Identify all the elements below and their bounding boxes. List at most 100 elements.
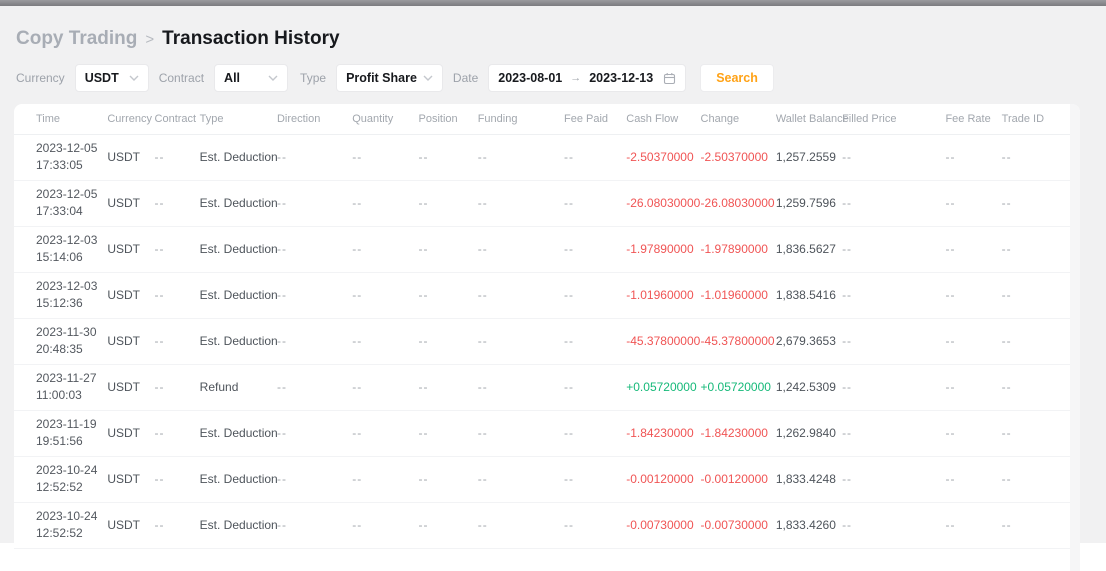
cell-time: 2023-10-24 12:52:52 [14, 456, 108, 503]
cell-funding: -- [477, 410, 565, 457]
cell-currency: USDT [107, 180, 155, 227]
chevron-down-icon [268, 75, 278, 81]
breadcrumb: Copy Trading > Transaction History [0, 6, 1106, 50]
contract-select[interactable]: All [214, 64, 289, 92]
column-header-trade-id: Trade ID [1001, 104, 1070, 135]
cell-change: +0.05720000 [700, 364, 776, 411]
cell-trade-id: -- [1001, 226, 1070, 273]
cell-position: -- [418, 410, 478, 457]
table-header-row: Time Currency Contract Type Direction Quantit… [14, 104, 1070, 135]
cell-time: 2023-12-03 15:14:06 [14, 226, 108, 273]
column-header-fee-rate: Fee Rate [945, 104, 1002, 135]
cell-funding: -- [477, 180, 565, 227]
cell-direction: -- [276, 364, 353, 411]
cell-fee-paid: -- [564, 456, 627, 503]
cell-fee-rate: -- [945, 410, 1002, 457]
cell-quantity: -- [352, 272, 419, 319]
cell-contract: -- [154, 502, 200, 549]
table-row: 2023-10-24 12:52:52 USDT -- Est. Deduction --… [14, 456, 1070, 503]
cell-change: -2.50370000 [700, 134, 776, 181]
date-filter-label: Date [452, 71, 479, 85]
cell-currency: USDT [107, 318, 155, 365]
cell-filled-price: -- [842, 134, 946, 181]
cell-time: 2023-12-05 17:33:05 [14, 134, 108, 181]
cell-quantity: -- [352, 134, 419, 181]
cell-type: Est. Deduction [199, 180, 278, 227]
vertical-scrollbar[interactable] [1070, 104, 1080, 571]
cell-currency: USDT [107, 226, 155, 273]
cell-trade-id: -- [1001, 502, 1070, 549]
cell-fee-paid: -- [564, 134, 627, 181]
search-button[interactable]: Search [700, 64, 774, 92]
cell-time: 2023-11-19 19:51:56 [14, 410, 108, 457]
cell-position: -- [418, 318, 478, 365]
type-select[interactable]: Profit Share [336, 64, 443, 92]
table-row: 2023-11-30 20:48:35 USDT -- Est. Deduction --… [14, 318, 1070, 365]
cell-direction: -- [276, 410, 353, 457]
cell-type: Est. Deduction [199, 502, 278, 549]
cell-wallet-balance: 1,833.4260 [775, 502, 843, 549]
cell-position: -- [418, 272, 478, 319]
cell-cash-flow: -1.97890000 [626, 226, 701, 273]
column-header-fee-paid: Fee Paid [564, 104, 627, 135]
cell-wallet-balance: 1,259.7596 [775, 180, 843, 227]
cell-filled-price: -- [842, 318, 946, 365]
cell-wallet-balance: 1,836.5627 [775, 226, 843, 273]
breadcrumb-separator-icon: > [145, 30, 155, 48]
cell-fee-rate: -- [945, 272, 1002, 319]
cell-wallet-balance: 1,242.5309 [775, 364, 843, 411]
cell-trade-id: -- [1001, 318, 1070, 365]
cell-direction: -- [276, 272, 353, 319]
cell-fee-paid: -- [564, 502, 627, 549]
column-header-wallet-balance: Wallet Balance [775, 104, 849, 135]
cell-contract: -- [154, 180, 200, 227]
cell-time: 2023-12-05 17:33:04 [14, 180, 108, 227]
cell-fee-rate: -- [945, 226, 1002, 273]
breadcrumb-copy-trading[interactable]: Copy Trading [16, 28, 138, 49]
cell-filled-price: -- [842, 456, 946, 503]
cell-quantity: -- [352, 502, 419, 549]
column-header-time: Time [14, 104, 108, 135]
contract-filter-label: Contract [158, 71, 205, 85]
cell-wallet-balance: 1,257.2559 [775, 134, 843, 181]
cell-cash-flow: -26.08030000 [626, 180, 701, 227]
cell-fee-paid: -- [564, 410, 627, 457]
cell-type: Est. Deduction [199, 134, 278, 181]
cell-cash-flow: -0.00120000 [626, 456, 701, 503]
cell-cash-flow: -1.01960000 [626, 272, 701, 319]
column-header-funding: Funding [477, 104, 565, 135]
chevron-down-icon [423, 75, 433, 81]
cell-type: Refund [199, 364, 277, 411]
cell-fee-rate: -- [945, 364, 1002, 411]
browser-chrome-bar [0, 0, 1106, 6]
cell-direction: -- [276, 456, 353, 503]
cell-filled-price: -- [842, 502, 946, 549]
cell-currency: USDT [107, 272, 155, 319]
cell-currency: USDT [107, 410, 155, 457]
cell-contract: -- [154, 226, 200, 273]
cell-fee-rate: -- [945, 502, 1002, 549]
date-range-picker[interactable]: 2023-08-01 → 2023-12-13 [488, 64, 687, 92]
cell-quantity: -- [352, 226, 419, 273]
table-row: 2023-12-05 17:33:05 USDT -- Est. Deduction --… [14, 134, 1070, 181]
cell-time: 2023-11-27 11:00:03 [14, 364, 108, 411]
cell-filled-price: -- [842, 364, 946, 411]
cell-direction: -- [276, 318, 353, 365]
column-header-filled-price: Filled Price [842, 104, 946, 135]
cell-trade-id: -- [1001, 456, 1070, 503]
cell-trade-id: -- [1001, 272, 1070, 319]
currency-select[interactable]: USDT [74, 64, 149, 92]
cell-direction: -- [276, 134, 353, 181]
table-row: 2023-10-24 12:52:52 USDT -- Est. Deduction --… [14, 502, 1070, 549]
cell-currency: USDT [107, 364, 155, 411]
cell-type: Est. Deduction [199, 410, 278, 457]
chevron-down-icon [129, 75, 139, 81]
cell-position: -- [418, 364, 478, 411]
cell-fee-paid: -- [564, 318, 627, 365]
column-header-direction: Direction [276, 104, 353, 135]
cell-wallet-balance: 1,833.4248 [775, 456, 843, 503]
cell-contract: -- [154, 410, 200, 457]
cell-funding: -- [477, 226, 565, 273]
cell-trade-id: -- [1001, 410, 1070, 457]
column-header-contract: Contract [154, 104, 200, 135]
